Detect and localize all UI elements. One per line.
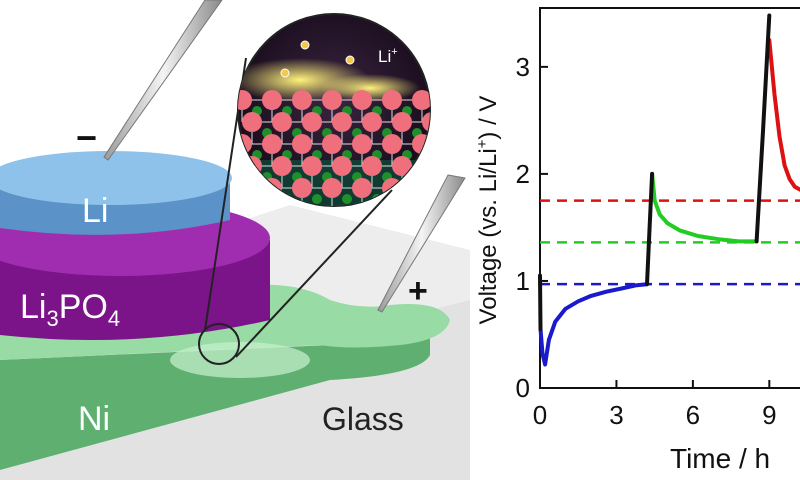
atom-large bbox=[242, 156, 262, 176]
zoom-line-bottom bbox=[235, 189, 393, 358]
atom-small bbox=[282, 194, 292, 204]
atom-large bbox=[362, 112, 382, 132]
atom-large bbox=[332, 112, 352, 132]
electrolyte-label: Li3PO4 bbox=[20, 288, 120, 331]
y-tick-label: 3 bbox=[516, 52, 530, 82]
atom-small bbox=[342, 194, 352, 204]
x-tick-label: 0 bbox=[533, 400, 547, 430]
y-tick-label: 0 bbox=[516, 373, 530, 403]
negative-probe bbox=[103, 0, 223, 161]
series-group bbox=[538, 13, 800, 367]
atom-large bbox=[262, 134, 282, 154]
atom-large bbox=[322, 90, 342, 110]
series-line bbox=[650, 171, 759, 244]
atom-large bbox=[292, 134, 312, 154]
atom-large bbox=[412, 134, 430, 154]
atom-small bbox=[402, 194, 412, 204]
atom-large bbox=[352, 134, 372, 154]
atom-small bbox=[412, 172, 422, 182]
atom-large bbox=[238, 90, 252, 110]
minus-terminal-label: − bbox=[76, 117, 97, 158]
atom-large bbox=[352, 178, 372, 198]
atom-large bbox=[292, 90, 312, 110]
zoom-region-circle bbox=[198, 323, 240, 365]
atom-large bbox=[422, 112, 430, 132]
series-line bbox=[754, 13, 772, 244]
li-ion bbox=[300, 40, 310, 50]
li-ion bbox=[280, 68, 290, 78]
series-line bbox=[645, 171, 655, 287]
atom-large bbox=[272, 156, 292, 176]
atom-large bbox=[272, 112, 292, 132]
series-line bbox=[538, 273, 543, 332]
plot-frame bbox=[539, 7, 800, 389]
x-tick-label: 9 bbox=[762, 400, 776, 430]
ni-layer-highlight bbox=[170, 342, 310, 378]
ni-layer-label: Ni bbox=[78, 400, 110, 438]
atom-large bbox=[262, 90, 282, 110]
plus-terminal-label: + bbox=[408, 272, 428, 310]
glass-label: Glass bbox=[322, 401, 404, 437]
battery-cell-illustration: Li+ − + Li Li3PO4 Ni Glass bbox=[0, 0, 470, 480]
y-axis-label: Voltage (vs. Li/Li+) / V bbox=[474, 96, 502, 325]
voltage-time-chart: 0 3 6 9 0 1 2 3 Time / h Voltage (vs. Li/Li+) /… bbox=[474, 7, 800, 474]
atom-large bbox=[412, 90, 430, 110]
interface-inset: Li+ bbox=[237, 13, 452, 207]
atom-small bbox=[312, 194, 322, 204]
atom-large bbox=[238, 178, 252, 198]
atom-large bbox=[392, 156, 412, 176]
atom-large bbox=[322, 178, 342, 198]
y-tick-label: 1 bbox=[516, 266, 530, 296]
ni-layer-side bbox=[0, 330, 430, 470]
ion-label: Li+ bbox=[378, 46, 398, 66]
li-ion bbox=[345, 55, 355, 65]
y-tick-label: 2 bbox=[516, 159, 530, 189]
atom-large bbox=[322, 134, 342, 154]
li-disk-top bbox=[0, 151, 232, 205]
atom-large bbox=[412, 178, 430, 198]
atom-large bbox=[352, 90, 372, 110]
x-axis-label: Time / h bbox=[670, 443, 770, 474]
series-line bbox=[538, 282, 649, 367]
atom-large bbox=[242, 112, 262, 132]
atom-large bbox=[382, 134, 402, 154]
atom-large bbox=[392, 112, 412, 132]
positive-probe bbox=[377, 174, 466, 313]
x-tick-label: 6 bbox=[686, 400, 700, 430]
atom-small bbox=[252, 194, 262, 204]
atom-large bbox=[302, 112, 322, 132]
atom-large bbox=[422, 156, 430, 176]
atom-large bbox=[292, 178, 312, 198]
atom-large bbox=[262, 178, 282, 198]
atom-large bbox=[382, 90, 402, 110]
atom-small bbox=[432, 106, 442, 116]
atom-small bbox=[442, 128, 452, 138]
atom-small bbox=[432, 150, 442, 160]
li-electrode-label: Li bbox=[82, 192, 108, 230]
series-line bbox=[767, 38, 800, 192]
x-tick-label: 3 bbox=[609, 400, 623, 430]
axis-ticks: 0 3 6 9 0 1 2 3 bbox=[516, 52, 777, 430]
atom-large bbox=[332, 156, 352, 176]
atom-large bbox=[362, 156, 382, 176]
atom-large bbox=[302, 156, 322, 176]
